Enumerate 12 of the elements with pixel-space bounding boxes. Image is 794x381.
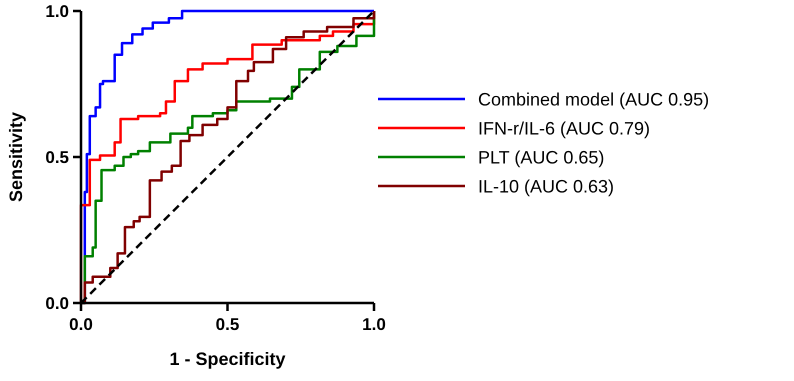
x-tick-label: 0.5: [216, 315, 240, 334]
y-axis-title: Sensitivity: [6, 112, 26, 202]
x-tick-label: 0.0: [69, 315, 93, 334]
x-tick-label: 1.0: [362, 315, 386, 334]
legend-label: PLT (AUC 0.65): [478, 147, 604, 168]
legend-label: IL-10 (AUC 0.63): [478, 176, 614, 196]
x-axis-title: 1 - Specificity: [169, 349, 286, 369]
y-tick-label: 0.0: [45, 294, 69, 313]
legend-label: IFN-r/IL-6 (AUC 0.79): [478, 118, 650, 138]
legend-label: Combined model (AUC 0.95): [478, 89, 710, 110]
y-tick-label: 1.0: [45, 2, 69, 21]
y-tick-label: 0.5: [45, 148, 69, 167]
